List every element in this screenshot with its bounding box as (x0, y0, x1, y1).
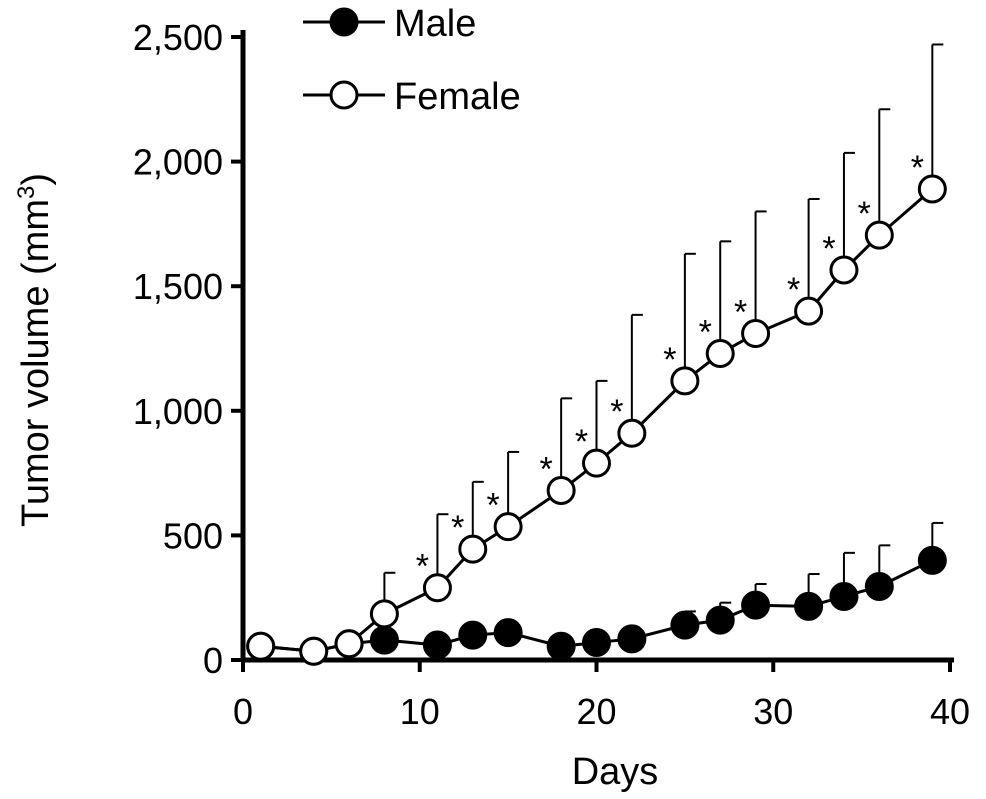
male-point (917, 545, 947, 575)
female-point (864, 220, 894, 250)
significance-star: * (663, 341, 676, 379)
x-tick-label: 20 (576, 691, 616, 732)
axes: 0 500 1,000 1,500 2,000 2,500 0 10 20 30 40 (133, 17, 970, 732)
significance-star: * (451, 509, 464, 547)
male-point (829, 581, 859, 611)
significance-star: * (575, 423, 588, 461)
female-point (617, 418, 647, 448)
y-axis-label: Tumor volume (mm3) (13, 173, 57, 527)
x-tick-label: 30 (753, 691, 793, 732)
y-tick-label: 1,000 (133, 391, 223, 432)
female-point (299, 636, 329, 666)
male-point (794, 591, 824, 621)
significance-star: * (734, 294, 747, 332)
male-point (546, 631, 576, 661)
female-point (334, 629, 364, 659)
female-point (741, 319, 771, 349)
female-point (582, 448, 611, 478)
significance-star: * (787, 271, 800, 309)
female-point (917, 174, 947, 204)
female-point (546, 476, 576, 506)
x-tick-label: 40 (930, 691, 970, 732)
y-tick-label: 500 (163, 515, 223, 556)
significance-star: * (858, 195, 871, 233)
significance-star: * (487, 487, 500, 525)
x-axis-label: Days (572, 751, 659, 793)
significance-star: * (416, 548, 429, 586)
male-point (617, 624, 647, 654)
female-point (369, 599, 399, 629)
x-tick-label: 10 (400, 691, 440, 732)
y-tick-label: 0 (203, 640, 223, 681)
female-point (422, 573, 452, 603)
y-tick-label: 2,000 (133, 142, 223, 183)
female-point (829, 255, 859, 285)
significance-star: * (699, 313, 712, 351)
significance-star: * (822, 230, 835, 268)
male-point (705, 605, 735, 635)
data-points (246, 174, 947, 666)
legend-male-label: Male (394, 3, 476, 45)
male-point (458, 620, 488, 650)
y-tick-label: 2,500 (133, 17, 223, 58)
legend-female-label: Female (394, 76, 521, 118)
significance-markers: * * * * * * * * * * * * * (416, 149, 924, 586)
significance-star: * (540, 451, 553, 489)
male-point (369, 625, 399, 655)
x-tick-label: 0 (233, 691, 253, 732)
legend-female-marker (329, 80, 359, 110)
y-tick-label: 1,500 (133, 266, 223, 307)
female-point (458, 534, 488, 564)
male-point (493, 618, 523, 648)
female-point (794, 296, 824, 326)
female-point (670, 366, 700, 396)
female-point (705, 338, 735, 368)
male-point (422, 630, 452, 660)
female-point (246, 631, 276, 661)
female-point (493, 512, 523, 542)
legend: Male Female (303, 3, 521, 118)
significance-star: * (610, 393, 623, 431)
significance-star: * (911, 149, 924, 187)
legend-male-marker (329, 7, 359, 37)
male-point (741, 590, 771, 620)
male-point (670, 610, 700, 640)
male-point (864, 571, 894, 601)
male-point (582, 628, 611, 658)
